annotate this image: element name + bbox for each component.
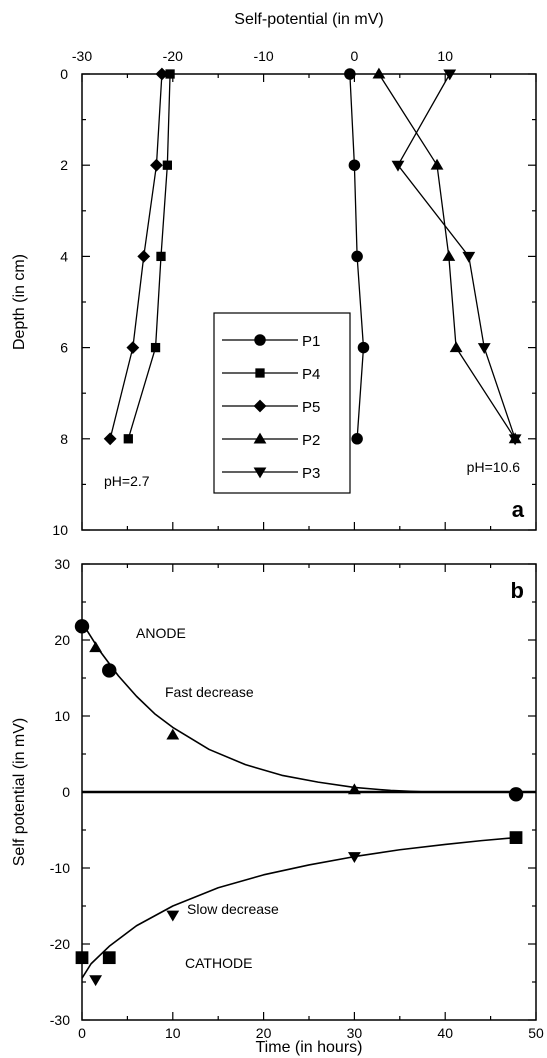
- y-tick-label: 0: [60, 66, 68, 82]
- x-tick-label: 40: [437, 1025, 453, 1041]
- point-p3: [391, 160, 405, 172]
- point-p3: [508, 434, 522, 446]
- y-tick-label: 20: [54, 632, 70, 648]
- x-tick-label: 0: [351, 48, 359, 64]
- x-tick-label: -10: [253, 48, 273, 64]
- y-tick-label: 8: [60, 431, 68, 447]
- panel-b-ticks: 0 10 20 30 40 50 -30 -20 -10 0 10 20 30: [50, 556, 544, 1041]
- panel-b-time-series: 0 10 20 30 40 50 -30 -20 -10 0 10 20 30 Time (in hou…: [11, 556, 544, 1056]
- y-tick-label: 10: [52, 522, 68, 538]
- legend-label-p4: P4: [302, 366, 320, 383]
- y-tick-label: 6: [60, 340, 68, 356]
- panel-a-ticks: -30 -20 -10 0 10 0 2 4 6 8 10: [52, 48, 537, 538]
- point-p1: [348, 159, 361, 171]
- x-tick-label: 30: [347, 1025, 363, 1041]
- point-p2: [442, 250, 456, 261]
- panel-b-x-axis-title: Time (in hours): [256, 1039, 363, 1056]
- point-square: [102, 951, 116, 965]
- legend-marker-p4: [255, 368, 265, 378]
- legend-box: [213, 312, 351, 494]
- legend-marker-p5: [253, 399, 267, 413]
- panel-a-frame: [81, 73, 537, 531]
- point-p5: [137, 250, 151, 263]
- panel-a-depth-profile: -30 -20 -10 0 10 0 2 4 6 8 10 P1 P4 P5 P2 P3 Self-pote…: [11, 11, 537, 538]
- point-triangle-up: [89, 641, 103, 653]
- point-p2: [372, 67, 386, 79]
- cathode-fit-curve: [81, 836, 517, 979]
- annotation-cathode: CATHODE: [185, 955, 252, 971]
- y-tick-label: -10: [50, 860, 70, 876]
- point-p2: [449, 341, 463, 353]
- point-p1: [357, 341, 370, 354]
- y-tick-label: 4: [60, 248, 68, 264]
- panel-b-frame: [81, 563, 537, 1021]
- y-tick-label: 0: [62, 784, 70, 800]
- point-circle: [508, 787, 524, 802]
- legend-label-p2: P2: [302, 432, 320, 449]
- point-triangle-up: [348, 783, 361, 795]
- x-tick-label: -30: [72, 48, 92, 64]
- x-tick-label: 20: [256, 1025, 272, 1041]
- point-p5: [150, 158, 163, 172]
- point-p5: [103, 432, 117, 446]
- legend-marker-p1: [254, 334, 266, 346]
- panel-b-markers: [74, 619, 524, 987]
- y-tick-label: 30: [54, 556, 70, 572]
- point-p3: [477, 343, 491, 354]
- annotation-anode: ANODE: [136, 625, 186, 641]
- y-tick-label: 10: [54, 708, 70, 724]
- series-line-p5: [109, 73, 163, 439]
- point-p2: [430, 158, 444, 170]
- panel-a-y-axis-title: Depth (in cm): [11, 254, 28, 350]
- x-tick-label: -20: [163, 48, 183, 64]
- annotation-slow-decrease: Slow decrease: [187, 901, 279, 917]
- legend-label-p3: P3: [302, 465, 320, 482]
- point-p5: [126, 341, 140, 354]
- y-tick-label: 2: [60, 157, 68, 173]
- annotation-ph-alkaline: pH=10.6: [467, 459, 521, 475]
- point-p4: [156, 251, 166, 262]
- panel-a-x-axis-title: Self-potential (in mV): [234, 11, 383, 28]
- legend-marker-p2: [253, 432, 267, 444]
- panel-a-markers: [103, 67, 522, 446]
- y-tick-label: -30: [50, 1012, 70, 1028]
- panel-a-letter: a: [512, 497, 525, 522]
- legend-label-p5: P5: [302, 399, 320, 416]
- point-square: [509, 831, 523, 844]
- point-p3: [462, 251, 476, 263]
- point-p1: [351, 433, 363, 445]
- point-circle: [102, 663, 117, 678]
- panel-a-legend: P1 P4 P5 P2 P3: [213, 312, 351, 494]
- panel-b-letter: b: [511, 578, 524, 603]
- panel-b-curves: [81, 622, 536, 979]
- panel-b-y-axis-title: Self potential (in mV): [11, 718, 28, 867]
- point-p3: [443, 69, 457, 81]
- x-tick-label: 0: [78, 1025, 86, 1041]
- point-triangle-up: [166, 728, 180, 740]
- point-p4: [123, 434, 133, 444]
- x-tick-label: 10: [437, 48, 453, 64]
- annotation-fast-decrease: Fast decrease: [165, 684, 254, 700]
- annotation-ph-acid: pH=2.7: [104, 473, 150, 489]
- point-p4: [150, 342, 161, 353]
- point-p1: [351, 250, 363, 263]
- legend-label-p1: P1: [302, 333, 320, 350]
- y-tick-label: -20: [50, 936, 70, 952]
- point-triangle-down: [89, 975, 103, 987]
- x-tick-label: 10: [165, 1025, 181, 1041]
- point-triangle-down: [348, 852, 361, 863]
- series-line-p3: [397, 73, 516, 440]
- point-p4: [162, 160, 172, 170]
- anode-fit-curve: [81, 622, 518, 793]
- point-triangle-down: [166, 910, 180, 922]
- legend-marker-p3: [253, 467, 267, 479]
- x-tick-label: 50: [528, 1025, 544, 1041]
